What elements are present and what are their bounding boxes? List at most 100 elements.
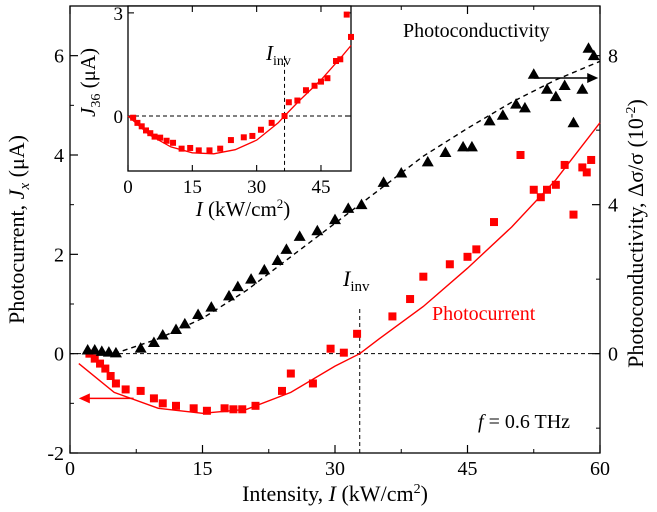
photoconductivity-point — [355, 198, 368, 210]
x-axis-title-close: ) — [421, 481, 428, 506]
photoconductivity-point — [280, 243, 293, 254]
inset-data-point — [285, 99, 292, 106]
photocurrent-point — [278, 386, 286, 395]
photoconductivity-point — [342, 202, 355, 213]
photocurrent-point — [578, 163, 587, 172]
x-axis-title-unit: (kW/cm — [336, 481, 414, 506]
inset-data-point — [163, 137, 170, 144]
y-left-axis-title-prefix: Photocurrent, — [4, 199, 29, 324]
photocurrent-point — [569, 210, 578, 219]
photoconductivity-point — [549, 90, 562, 102]
inset-y-axis-title: J36 (μA) — [76, 48, 104, 117]
photocurrent-point — [551, 180, 560, 189]
photocurrent-point — [472, 245, 481, 254]
photocurrent-point — [238, 405, 247, 414]
inset-data-point — [332, 58, 339, 64]
photocurrent-point — [229, 405, 238, 414]
x-axis-title: Intensity, I (kW/cm2) — [242, 481, 428, 506]
photoconductivity-point — [134, 342, 147, 353]
inversion-label: Iinv — [342, 266, 370, 295]
photocurrent-point — [353, 329, 362, 338]
inset-data-point — [138, 123, 145, 130]
photocurrent-point — [286, 369, 295, 378]
photoconductivity-point — [88, 343, 101, 355]
y-right-tick-label: 4 — [608, 195, 618, 217]
photoconductivity-point — [223, 289, 235, 301]
photoconductivity-point — [395, 167, 408, 178]
inset-data-point — [268, 119, 275, 126]
inset-data-point — [317, 78, 324, 85]
inset-y-axis-title-var: J — [76, 106, 100, 117]
photocurrent-point — [529, 185, 538, 194]
photocurrent-point — [101, 364, 110, 373]
inset-data-point — [311, 82, 318, 89]
inset-x-tick-label: 45 — [311, 177, 330, 198]
photoconductivity-label: Photoconductivity — [403, 20, 550, 42]
inset-x-axis-title-unit: (kW/cm — [203, 197, 277, 221]
photocurrent-point — [543, 185, 551, 194]
y-right-axis-title-suffix: ) — [623, 99, 648, 106]
photocurrent-point — [96, 359, 105, 368]
photocurrent-point — [158, 399, 167, 408]
x-tick-label: 0 — [65, 458, 75, 480]
photoconductivity-point — [510, 98, 523, 109]
inset-data-point — [257, 126, 264, 133]
photoconductivity-point — [576, 83, 589, 94]
photocurrent-point — [406, 295, 415, 304]
frequency-label-var: f — [478, 411, 486, 433]
photocurrent-point — [121, 385, 130, 394]
photoconductivity-point — [178, 317, 191, 329]
y-left-tick-label: -2 — [47, 443, 64, 465]
photocurrent-point — [172, 401, 180, 410]
frequency-label: f = 0.6 THz — [478, 411, 570, 433]
inset-data-point — [337, 56, 344, 63]
inset-inversion-label-sub: inv — [273, 54, 291, 69]
photoconductivity-point — [421, 155, 434, 167]
inset-y-axis-title-unit: (μA) — [76, 48, 100, 94]
photoconductivity-point — [541, 83, 553, 94]
photoconductivity-point — [109, 346, 122, 358]
photocurrent-point — [326, 344, 335, 353]
photoconductivity-point — [457, 140, 470, 152]
inset-data-point — [143, 127, 150, 134]
y-left-tick-label: 0 — [54, 344, 64, 366]
inset-x-axis-title-sup: 2 — [277, 196, 284, 211]
inset-x-tick-label: 15 — [183, 177, 202, 198]
inset-y-tick-label: 0 — [114, 107, 124, 128]
inset-data-point — [249, 132, 256, 139]
inset-x-axis-title-var: I — [195, 197, 204, 221]
photocurrent-point — [388, 312, 397, 321]
inset-data-point — [294, 97, 301, 104]
photoconductivity-point — [156, 329, 169, 340]
inset-data-point — [343, 11, 350, 18]
inset-y-axis-title-sub: 36 — [89, 94, 104, 108]
inset-data-point — [302, 87, 309, 94]
photoconductivity-point — [245, 273, 258, 284]
photoconductivity-point — [582, 42, 595, 53]
photocurrent-point — [445, 260, 454, 269]
photocurrent-point — [490, 218, 498, 227]
inset-data-point — [324, 75, 331, 82]
x-tick-label: 45 — [458, 458, 478, 480]
inset-x-axis-title: I (kW/cm2) — [195, 196, 291, 221]
photoconductivity-point — [271, 254, 284, 266]
photocurrent-point — [111, 379, 120, 388]
photoconductivity-point — [293, 230, 306, 241]
photoconductivity-point — [439, 146, 452, 158]
inset-x-tick-label: 30 — [247, 177, 266, 198]
photoconductivity-point — [377, 176, 390, 187]
inset-x-axis-title-close: ) — [283, 197, 290, 221]
photoconductivity-point — [258, 263, 271, 275]
y-left-tick-label: 4 — [54, 145, 64, 167]
photocurrent-point — [516, 151, 525, 159]
x-tick-label: 15 — [193, 458, 213, 480]
inset-data-point — [227, 137, 234, 144]
photoconductivity-point — [147, 336, 160, 347]
inset-inversion-label: Iinv — [265, 41, 291, 69]
inset-x-tick-label: 0 — [123, 177, 133, 198]
photocurrent-point — [587, 155, 596, 164]
inset-frame — [127, 5, 352, 172]
